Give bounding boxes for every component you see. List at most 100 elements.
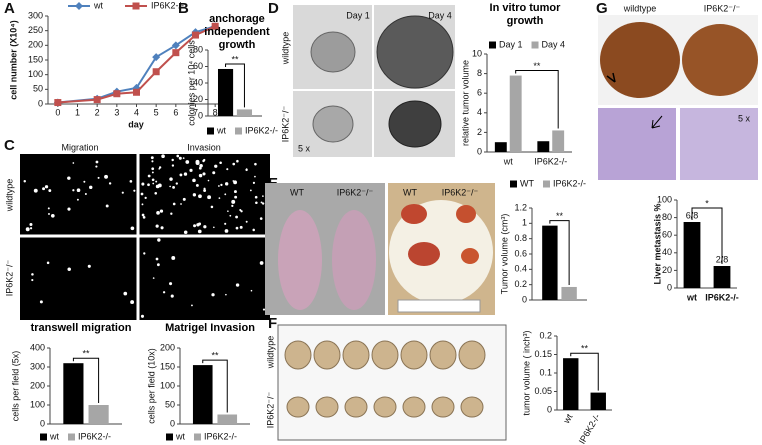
cell-dot: [144, 196, 147, 200]
cell-dot: [210, 205, 214, 209]
cell-dot: [141, 203, 144, 206]
y-tick-label: 0: [198, 110, 203, 120]
cell-dot: [183, 172, 188, 176]
cell-dot: [142, 216, 146, 219]
cell-dot: [176, 154, 180, 158]
cell-dot: [172, 202, 176, 206]
photo-label: Day 1: [346, 10, 370, 20]
cell-dot: [67, 176, 71, 180]
photo-detail: [332, 210, 376, 310]
tumor: [402, 396, 426, 418]
cell-dot: [152, 277, 155, 279]
cell-dot: [155, 180, 158, 183]
photo-detail: [456, 205, 476, 223]
cell-dot: [259, 261, 264, 265]
y-axis-label: Tumor volume (cm³): [499, 214, 509, 295]
cell-dot: [232, 162, 236, 166]
cell-dot: [95, 160, 99, 164]
cell-dot: [95, 165, 98, 168]
significance-bracket: [225, 63, 245, 108]
x-tick-label: 5: [154, 107, 159, 117]
tumor: [313, 340, 341, 370]
tumor: [286, 396, 310, 418]
y-tick-label: 0.4: [514, 264, 527, 274]
tumor: [429, 340, 457, 370]
photo: [598, 108, 676, 180]
photo-detail: [376, 15, 454, 89]
cell-dot: [87, 264, 91, 268]
marker: [152, 53, 161, 62]
tumor: [284, 340, 312, 370]
cell-dot: [158, 166, 162, 169]
tumor: [371, 340, 399, 370]
cell-dot: [39, 300, 43, 304]
cell-dot: [224, 229, 229, 233]
tumor: [315, 396, 339, 418]
x-tick-label: 2: [95, 107, 100, 117]
cell-dot: [147, 183, 150, 187]
cell-dot: [236, 159, 239, 163]
marker: [192, 31, 199, 39]
cell-dot: [141, 182, 145, 186]
cell-dot: [140, 314, 145, 318]
y-tick-label: 100: [28, 69, 43, 79]
cell-dot: [171, 164, 175, 167]
x-tick-label: 6: [173, 107, 178, 117]
cell-dot: [123, 291, 128, 296]
cell-dot: [245, 220, 248, 223]
cell-dot: [130, 300, 135, 305]
cell-dot: [195, 183, 199, 187]
chart-title: In vitro tumor growth: [489, 2, 561, 27]
significance-bracket: [570, 352, 599, 391]
tumor: [460, 396, 484, 418]
cell-dot: [175, 182, 178, 185]
legend-label: wt: [175, 431, 185, 441]
significance-bracket: [515, 70, 559, 129]
y-axis-label: relative tumor volume: [460, 60, 470, 146]
y-tick-label: 300: [28, 10, 43, 20]
cell-dot: [254, 162, 257, 166]
cell-dot: [218, 197, 221, 200]
cell-dot: [179, 173, 183, 177]
y-tick-label: 40: [662, 247, 672, 257]
cell-dot: [160, 226, 164, 230]
marker: [172, 49, 180, 57]
significance-label: *: [705, 198, 709, 208]
tumor: [373, 396, 397, 418]
marker: [211, 22, 219, 30]
legend-swatch: [40, 433, 47, 441]
cell-dot: [231, 204, 234, 207]
cell-dot: [197, 229, 202, 234]
photo-detail: [401, 204, 427, 224]
cell-dot: [196, 223, 200, 227]
y-tick-label: 100: [657, 194, 672, 204]
bar: [217, 414, 238, 424]
significance-bracket: [691, 207, 723, 264]
bar: [552, 130, 565, 152]
cell-dot: [150, 156, 154, 160]
photo-detail: [284, 340, 486, 418]
marker: [75, 2, 83, 10]
cell-dot: [217, 185, 220, 187]
y-tick-label: 150: [160, 361, 175, 371]
cell-dot: [105, 204, 109, 208]
cell-dot: [104, 174, 108, 179]
x-axis-label: day: [128, 119, 144, 129]
cell-dot: [147, 174, 151, 178]
y-tick-label: 100: [30, 399, 45, 409]
cell-dot: [233, 190, 237, 194]
cell-dot: [31, 273, 34, 276]
y-tick-label: 50: [33, 84, 43, 94]
x-tick-label: IP6K2-/-: [705, 292, 739, 302]
cell-dot: [233, 180, 238, 185]
panel-label: A: [4, 0, 15, 17]
cell-dot: [214, 164, 218, 168]
cell-dot: [157, 238, 161, 242]
cell-dot: [180, 203, 182, 205]
y-tick-label: 0: [40, 418, 45, 428]
significance-label: **: [211, 350, 219, 360]
y-tick-label: 50: [165, 399, 175, 409]
cell-dot: [198, 173, 203, 178]
y-tick-label: 4: [477, 107, 482, 117]
